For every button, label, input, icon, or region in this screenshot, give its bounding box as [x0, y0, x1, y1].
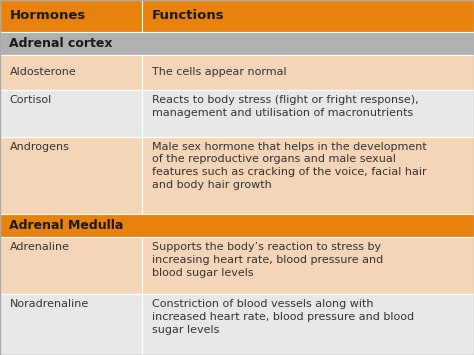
- Text: Aldosterone: Aldosterone: [9, 67, 76, 77]
- FancyBboxPatch shape: [0, 294, 142, 355]
- Text: Adrenal Medulla: Adrenal Medulla: [9, 219, 124, 232]
- FancyBboxPatch shape: [0, 237, 142, 294]
- FancyBboxPatch shape: [0, 214, 474, 237]
- FancyBboxPatch shape: [0, 90, 142, 137]
- Text: Functions: Functions: [152, 9, 224, 22]
- FancyBboxPatch shape: [142, 90, 474, 137]
- FancyBboxPatch shape: [0, 0, 142, 32]
- Text: Reacts to body stress (flight or fright response),
management and utilisation of: Reacts to body stress (flight or fright …: [152, 95, 418, 118]
- FancyBboxPatch shape: [142, 0, 474, 32]
- Text: Cortisol: Cortisol: [9, 95, 52, 105]
- FancyBboxPatch shape: [142, 55, 474, 90]
- Text: Hormones: Hormones: [9, 9, 86, 22]
- Text: Noradrenaline: Noradrenaline: [9, 299, 89, 309]
- Text: Androgens: Androgens: [9, 142, 69, 152]
- FancyBboxPatch shape: [142, 237, 474, 294]
- FancyBboxPatch shape: [142, 137, 474, 214]
- FancyBboxPatch shape: [0, 32, 474, 55]
- Text: Adrenal cortex: Adrenal cortex: [9, 37, 113, 50]
- FancyBboxPatch shape: [0, 137, 142, 214]
- FancyBboxPatch shape: [0, 55, 142, 90]
- Text: Adrenaline: Adrenaline: [9, 242, 70, 252]
- Text: Male sex hormone that helps in the development
of the reproductive organs and ma: Male sex hormone that helps in the devel…: [152, 142, 427, 190]
- Text: Supports the body’s reaction to stress by
increasing heart rate, blood pressure : Supports the body’s reaction to stress b…: [152, 242, 383, 278]
- Text: The cells appear normal: The cells appear normal: [152, 67, 286, 77]
- FancyBboxPatch shape: [142, 294, 474, 355]
- Text: Constriction of blood vessels along with
increased heart rate, blood pressure an: Constriction of blood vessels along with…: [152, 299, 414, 335]
